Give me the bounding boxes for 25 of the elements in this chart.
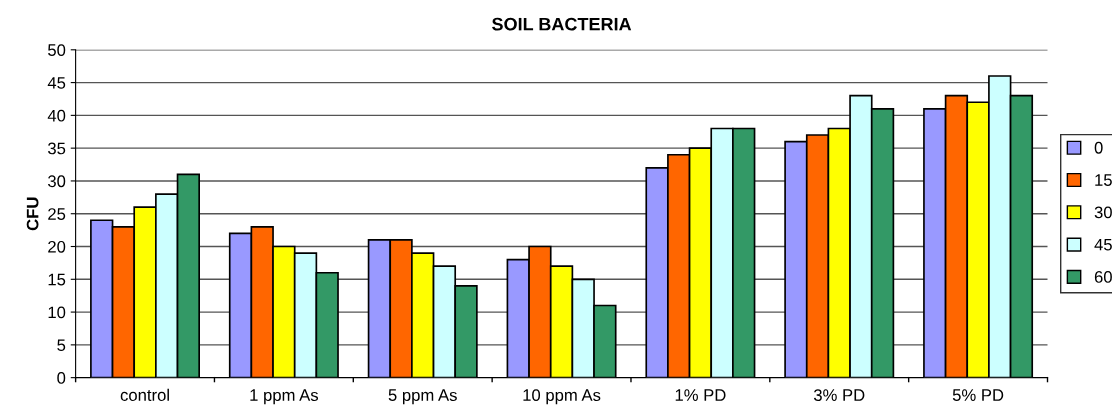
x-tick-label: 1 ppm As: [250, 389, 319, 405]
y-tick-label: 10: [48, 306, 66, 319]
legend-label: 60: [1094, 271, 1112, 283]
y-tick-label: 0: [57, 372, 66, 384]
x-tick-label: 5 ppm As: [388, 389, 457, 405]
chart-title: SOIL BACTERIA: [492, 17, 632, 31]
legend-label: 15: [1095, 174, 1112, 186]
y-tick-label: 30: [47, 175, 66, 188]
y-axis-title: CFU: [26, 197, 39, 231]
legend-label: 30: [1094, 206, 1112, 219]
x-tick-label: 5% PD: [952, 389, 1004, 401]
y-tick-label: 15: [48, 273, 66, 286]
x-tick-label: control: [120, 388, 169, 401]
y-tick-label: 20: [48, 240, 66, 253]
y-tick-label: 5: [57, 339, 66, 352]
y-tick-label: 45: [47, 77, 66, 89]
legend-label: 0: [1094, 141, 1103, 154]
y-tick-label: 25: [48, 208, 66, 220]
x-tick-label: 10 ppm As: [523, 389, 601, 405]
x-tick-label: 1% PD: [675, 389, 726, 401]
y-tick-label: 40: [47, 109, 66, 122]
y-tick-label: 50: [48, 44, 66, 56]
y-tick-label: 35: [47, 142, 66, 155]
legend-label: 45: [1094, 238, 1112, 251]
x-tick-label: 3% PD: [813, 389, 865, 401]
